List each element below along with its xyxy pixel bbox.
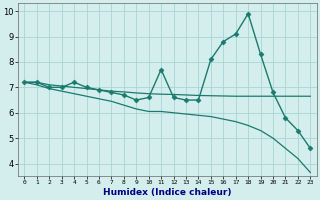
X-axis label: Humidex (Indice chaleur): Humidex (Indice chaleur) <box>103 188 232 197</box>
